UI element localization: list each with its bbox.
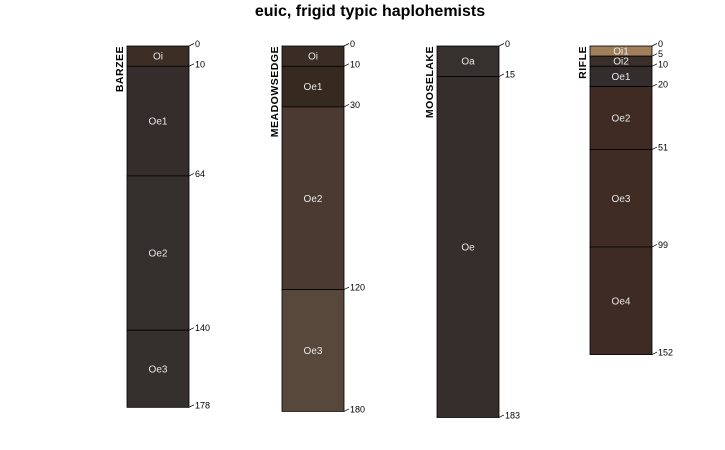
depth-tick bbox=[498, 73, 505, 77]
depth-tick bbox=[498, 414, 505, 418]
horizon-oe3 bbox=[281, 289, 345, 412]
horizon-oe2 bbox=[589, 86, 653, 150]
horizon-label: Oi bbox=[153, 52, 163, 63]
horizon-label: Oa bbox=[461, 57, 475, 68]
profile-name: MEADOWSEDGE bbox=[269, 46, 281, 137]
depth-tick bbox=[188, 173, 195, 177]
depth-label: 64 bbox=[195, 169, 205, 179]
profile-barzee: BARZEE Oi Oe1 Oe2 Oe3 0 10 64 140 178 bbox=[114, 39, 210, 410]
depth-tick bbox=[651, 83, 658, 87]
horizon-oe2 bbox=[281, 106, 345, 290]
horizon-oe3 bbox=[589, 149, 653, 248]
depth-label: 120 bbox=[350, 283, 365, 293]
depth-tick bbox=[188, 404, 195, 408]
depth-label: 178 bbox=[195, 400, 210, 410]
depth-label: 0 bbox=[505, 39, 510, 49]
depth-label: 15 bbox=[505, 69, 515, 79]
horizon-label: Oi2 bbox=[613, 57, 629, 68]
depth-tick bbox=[188, 43, 195, 47]
depth-label: 0 bbox=[350, 39, 355, 49]
depth-label: 152 bbox=[658, 348, 673, 358]
depth-label: 5 bbox=[658, 49, 663, 59]
depth-label: 10 bbox=[195, 59, 205, 69]
depth-tick bbox=[651, 146, 658, 150]
depth-tick bbox=[651, 53, 658, 57]
depth-label: 140 bbox=[195, 323, 210, 333]
depth-label: 99 bbox=[658, 240, 668, 250]
depth-tick bbox=[651, 244, 658, 248]
horizon-label: Oe3 bbox=[304, 346, 323, 357]
horizon-oe1 bbox=[281, 65, 345, 108]
depth-label: 0 bbox=[658, 39, 663, 49]
depth-tick bbox=[343, 63, 350, 67]
depth-label: 20 bbox=[658, 80, 668, 90]
profile-mooselake: MOOSELAKE Oa Oe 0 15 183 bbox=[424, 39, 520, 420]
depth-tick bbox=[343, 408, 350, 412]
depth-tick bbox=[651, 43, 658, 47]
horizon-label: Oe bbox=[461, 242, 475, 253]
depth-tick bbox=[343, 286, 350, 290]
depth-tick bbox=[188, 63, 195, 67]
horizon-oe2 bbox=[126, 175, 190, 331]
horizon-oe3 bbox=[126, 329, 190, 408]
horizon-label: Oe3 bbox=[612, 194, 631, 205]
depth-label: 0 bbox=[195, 39, 200, 49]
depth-tick bbox=[188, 327, 195, 331]
depth-label: 51 bbox=[658, 143, 668, 153]
profile-name: MOOSELAKE bbox=[424, 46, 436, 118]
depth-label: 183 bbox=[505, 410, 520, 420]
horizon-label: Oe1 bbox=[612, 72, 631, 83]
horizon-label: Oi1 bbox=[613, 47, 629, 58]
chart-title: euic, frigid typic haplohemists bbox=[255, 3, 485, 20]
horizon-label: Oi bbox=[308, 52, 318, 63]
horizon-label: Oe3 bbox=[149, 364, 168, 375]
depth-tick bbox=[343, 43, 350, 47]
depth-label: 10 bbox=[350, 59, 360, 69]
horizon-label: Oe2 bbox=[304, 194, 323, 205]
profile-name: RIFLE bbox=[577, 46, 589, 79]
horizon-label: Oe2 bbox=[149, 249, 168, 260]
profile-name: BARZEE bbox=[114, 46, 126, 92]
horizon-oe bbox=[436, 76, 500, 418]
horizon-label: Oe1 bbox=[304, 82, 323, 93]
horizon-oa bbox=[436, 45, 500, 77]
depth-tick bbox=[343, 104, 350, 108]
depth-label: 10 bbox=[658, 59, 668, 69]
depth-tick bbox=[498, 43, 505, 47]
horizon-label: Oe2 bbox=[612, 114, 631, 125]
depth-tick bbox=[651, 351, 658, 355]
horizon-label: Oe1 bbox=[149, 117, 168, 128]
depth-tick bbox=[651, 63, 658, 67]
depth-label: 30 bbox=[350, 100, 360, 110]
horizon-oe4 bbox=[589, 246, 653, 355]
depth-label: 180 bbox=[350, 404, 365, 414]
profile-meadowsedge: MEADOWSEDGE Oi Oe1 Oe2 Oe3 0 10 30 120 180 bbox=[269, 39, 365, 414]
horizon-label: Oe4 bbox=[612, 296, 631, 307]
horizon-oe1 bbox=[126, 65, 190, 177]
